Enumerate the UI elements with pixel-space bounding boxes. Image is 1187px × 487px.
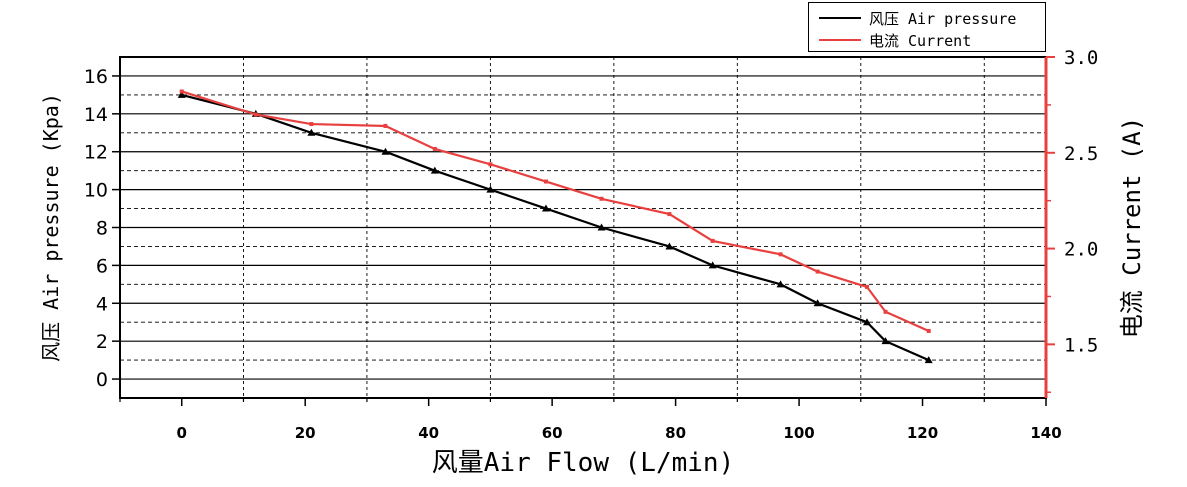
x-tick-label: 20 <box>295 424 316 442</box>
series-0-point <box>862 318 871 326</box>
series-0-point <box>881 337 890 345</box>
legend-swatch-current <box>819 39 861 41</box>
legend-label-air-pressure: 风压 Air pressure <box>869 9 1017 28</box>
series-0-point <box>776 280 785 288</box>
series-1-point <box>543 179 548 184</box>
legend-item-current: 电流 Current <box>819 29 971 51</box>
series-1-point <box>432 146 437 151</box>
series-0-point <box>177 90 186 98</box>
y-left-tick-label: 12 <box>84 142 108 164</box>
legend-item-air-pressure: 风压 Air pressure <box>819 7 1016 29</box>
x-tick-label: 140 <box>1030 424 1061 442</box>
series-0-point <box>665 242 674 250</box>
y-left-tick-label: 8 <box>96 218 108 240</box>
y-right-tick-label: 2.0 <box>1064 239 1098 261</box>
x-tick-label: 100 <box>783 424 814 442</box>
x-axis-label: 风量Air Flow (L/min) <box>432 448 734 478</box>
legend-swatch-air-pressure <box>819 17 861 19</box>
series-0-point <box>486 185 495 193</box>
x-tick-label: 80 <box>665 424 686 442</box>
legend: 风压 Air pressure 电流 Current <box>808 2 1046 52</box>
series-1-point <box>599 196 604 201</box>
series-1-point <box>253 112 258 117</box>
x-tick-label: 40 <box>418 424 439 442</box>
y-left-tick-label: 2 <box>96 331 108 353</box>
series-0-point <box>924 356 933 364</box>
series-1-point <box>815 269 820 274</box>
y-left-tick-label: 6 <box>96 255 108 277</box>
y-left-tick-label: 4 <box>96 293 108 315</box>
series-1-point <box>309 122 314 127</box>
axes: 0 20 40 60 80 100 120 140 0 2 4 6 8 10 12 14 16 <box>84 66 1062 442</box>
series-1-point <box>383 123 388 128</box>
y-left-tick-label: 14 <box>84 104 108 126</box>
series-layer <box>177 89 933 364</box>
y-left-axis-label: 风压 Air pressure (Kpa) <box>39 93 63 362</box>
series-0-point <box>541 204 550 212</box>
y-right-axis-label: 电流 Current (A) <box>1118 117 1146 338</box>
series-1-point <box>667 212 672 217</box>
series-0-point <box>708 261 717 269</box>
grid-layer <box>119 57 1046 398</box>
y-left-tick-label: 10 <box>84 180 108 202</box>
series-0-point <box>430 166 439 174</box>
y-right-tick-label: 1.5 <box>1064 334 1098 356</box>
series-1-point <box>710 238 715 243</box>
x-tick-label: 60 <box>542 424 563 442</box>
y-left-tick-label: 0 <box>96 369 108 391</box>
y-right-tick-label: 3.0 <box>1064 47 1098 69</box>
legend-label-current: 电流 Current <box>869 31 972 50</box>
right-axis: 1.5 2.0 2.5 3.0 <box>1044 47 1098 398</box>
y-right-tick-label: 2.5 <box>1064 143 1098 165</box>
series-0-point <box>597 223 606 231</box>
x-tick-label: 120 <box>907 424 938 442</box>
series-0-point <box>813 299 822 307</box>
series-0-point <box>307 128 316 136</box>
x-tick-label: 0 <box>177 424 187 442</box>
series-0-point <box>381 147 390 155</box>
series-1-point <box>488 162 493 167</box>
y-left-tick-label: 16 <box>84 66 108 88</box>
series-1-point <box>883 309 888 314</box>
series-1-point <box>864 284 869 289</box>
series-1-point <box>179 89 184 94</box>
series-1-point <box>778 252 783 257</box>
series-1-point <box>926 328 931 333</box>
